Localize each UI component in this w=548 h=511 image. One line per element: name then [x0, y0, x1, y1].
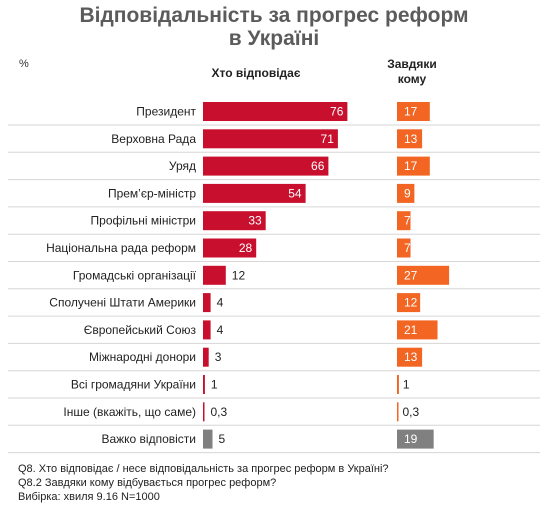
bar-responsible-value: 33	[248, 214, 262, 228]
bar-responsible	[203, 211, 266, 231]
bar-responsible-value: 4	[217, 296, 224, 310]
category-label: Важко відповісти	[101, 432, 196, 446]
bar-thanks-to	[397, 293, 421, 313]
bar-thanks-to	[397, 402, 399, 422]
bar-thanks-to-value: 19	[404, 432, 418, 446]
footnote-question-2: Q8.2 Завдяки кому відбувається прогрес р…	[18, 477, 277, 489]
bar-responsible-value: 12	[232, 268, 246, 282]
bar-thanks-to-value: 17	[404, 105, 418, 119]
category-label: Міжнародні донори	[89, 350, 196, 364]
bar-thanks-to-value: 1	[403, 378, 410, 392]
category-label: Прем’єр-міністр	[108, 186, 196, 200]
category-label: Сполучені Штати Америки	[49, 296, 196, 310]
bar-thanks-to	[397, 102, 430, 121]
bar-responsible	[203, 402, 205, 422]
bar-thanks-to	[397, 375, 399, 394]
bar-thanks-to	[397, 211, 411, 231]
bar-thanks-to-value: 27	[404, 268, 418, 282]
bar-responsible	[203, 238, 257, 258]
column-header-thanks-to: Завдяки кому	[372, 57, 452, 87]
bar-responsible	[203, 375, 205, 394]
footnote-sample: Вибірка: хвиля 9.16 N=1000	[18, 491, 160, 503]
percent-label: %	[19, 58, 29, 70]
footnotes: Q8. Хто відповідає / несе відповідальніс…	[18, 462, 389, 504]
bar-responsible-value: 66	[311, 159, 325, 173]
bar-responsible-value: 54	[288, 186, 302, 200]
category-label: Президент	[136, 105, 196, 119]
bar-responsible-value: 28	[239, 241, 253, 255]
bar-thanks-to-value: 13	[404, 132, 418, 146]
chart-title-line1: Відповідальність за прогрес реформ	[79, 4, 469, 27]
bar-thanks-to-value: 0,3	[403, 405, 420, 419]
bar-responsible-value: 0,3	[211, 405, 228, 419]
bar-thanks-to	[397, 156, 430, 176]
bar-responsible-value: 4	[217, 323, 224, 337]
bar-thanks-to-value: 13	[404, 350, 418, 364]
bar-responsible	[203, 183, 306, 203]
bar-responsible	[203, 347, 209, 367]
bar-responsible-value: 71	[321, 132, 335, 146]
bar-responsible	[203, 429, 213, 449]
bar-thanks-to-value: 17	[404, 159, 418, 173]
bar-responsible	[203, 293, 211, 313]
footnote-question-1: Q8. Хто відповідає / несе відповідальніс…	[18, 463, 389, 475]
column-header-thanks-to-line1: Завдяки	[387, 57, 437, 71]
bar-thanks-to	[397, 347, 423, 367]
bar-responsible	[203, 129, 338, 149]
bar-responsible	[203, 156, 329, 176]
category-label: Громадські організації	[73, 268, 197, 282]
column-header-thanks-to-line2: кому	[397, 72, 427, 86]
chart-title: Відповідальність за прогрес реформ в Укр…	[0, 4, 548, 50]
category-label: Європейський Союз	[84, 323, 197, 337]
category-label: Національна рада реформ	[46, 241, 196, 255]
bar-thanks-to	[397, 429, 434, 449]
category-label: Верховна Рада	[111, 132, 196, 146]
bar-thanks-to	[397, 320, 438, 340]
bar-responsible	[203, 102, 348, 121]
column-header-responsible: Хто відповідає	[211, 66, 301, 80]
bar-thanks-to	[397, 238, 411, 258]
bar-responsible	[203, 265, 226, 285]
bar-responsible-value: 5	[219, 432, 226, 446]
category-label: Профільні міністри	[91, 214, 196, 228]
bar-thanks-to-value: 12	[404, 296, 418, 310]
category-label: Уряд	[169, 159, 196, 173]
category-label: Всі громадяни України	[71, 378, 196, 392]
bar-responsible-value: 3	[215, 350, 222, 364]
chart-title-line2: в Україні	[228, 27, 320, 50]
category-label: Інше (вкажіть, що саме)	[63, 405, 196, 419]
bar-responsible-value: 76	[330, 105, 344, 119]
bar-thanks-to-value: 7	[404, 214, 411, 228]
bar-thanks-to-value: 21	[404, 323, 418, 337]
bar-thanks-to-value: 7	[404, 241, 411, 255]
bar-thanks-to	[397, 183, 415, 203]
bar-thanks-to	[397, 265, 450, 285]
bar-responsible-value: 1	[211, 378, 218, 392]
bar-thanks-to-value: 9	[404, 186, 411, 200]
bar-responsible	[203, 320, 211, 340]
bar-thanks-to	[397, 129, 423, 149]
